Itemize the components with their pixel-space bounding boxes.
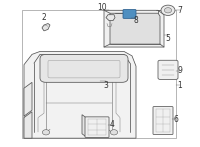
Text: 3: 3 bbox=[104, 81, 108, 90]
Text: 4: 4 bbox=[110, 120, 114, 130]
FancyBboxPatch shape bbox=[85, 117, 109, 137]
Circle shape bbox=[164, 8, 172, 13]
Circle shape bbox=[161, 5, 175, 15]
Text: 1: 1 bbox=[178, 81, 182, 90]
Text: 2: 2 bbox=[42, 13, 46, 22]
Polygon shape bbox=[42, 24, 50, 31]
Polygon shape bbox=[24, 51, 136, 138]
Text: 10: 10 bbox=[97, 3, 107, 12]
Polygon shape bbox=[106, 15, 115, 21]
Circle shape bbox=[110, 130, 118, 135]
Text: 9: 9 bbox=[178, 66, 182, 75]
Polygon shape bbox=[82, 115, 86, 137]
Polygon shape bbox=[110, 13, 160, 44]
FancyBboxPatch shape bbox=[158, 60, 178, 79]
Text: 8: 8 bbox=[134, 16, 138, 25]
Polygon shape bbox=[104, 10, 164, 47]
Text: 6: 6 bbox=[174, 115, 178, 124]
FancyBboxPatch shape bbox=[123, 10, 136, 18]
Text: 5: 5 bbox=[166, 34, 170, 43]
FancyBboxPatch shape bbox=[40, 54, 128, 82]
Polygon shape bbox=[24, 112, 32, 138]
Bar bbox=[22, 10, 176, 138]
Polygon shape bbox=[24, 82, 32, 116]
FancyBboxPatch shape bbox=[153, 107, 173, 135]
Text: 7: 7 bbox=[178, 6, 182, 15]
Circle shape bbox=[42, 130, 50, 135]
